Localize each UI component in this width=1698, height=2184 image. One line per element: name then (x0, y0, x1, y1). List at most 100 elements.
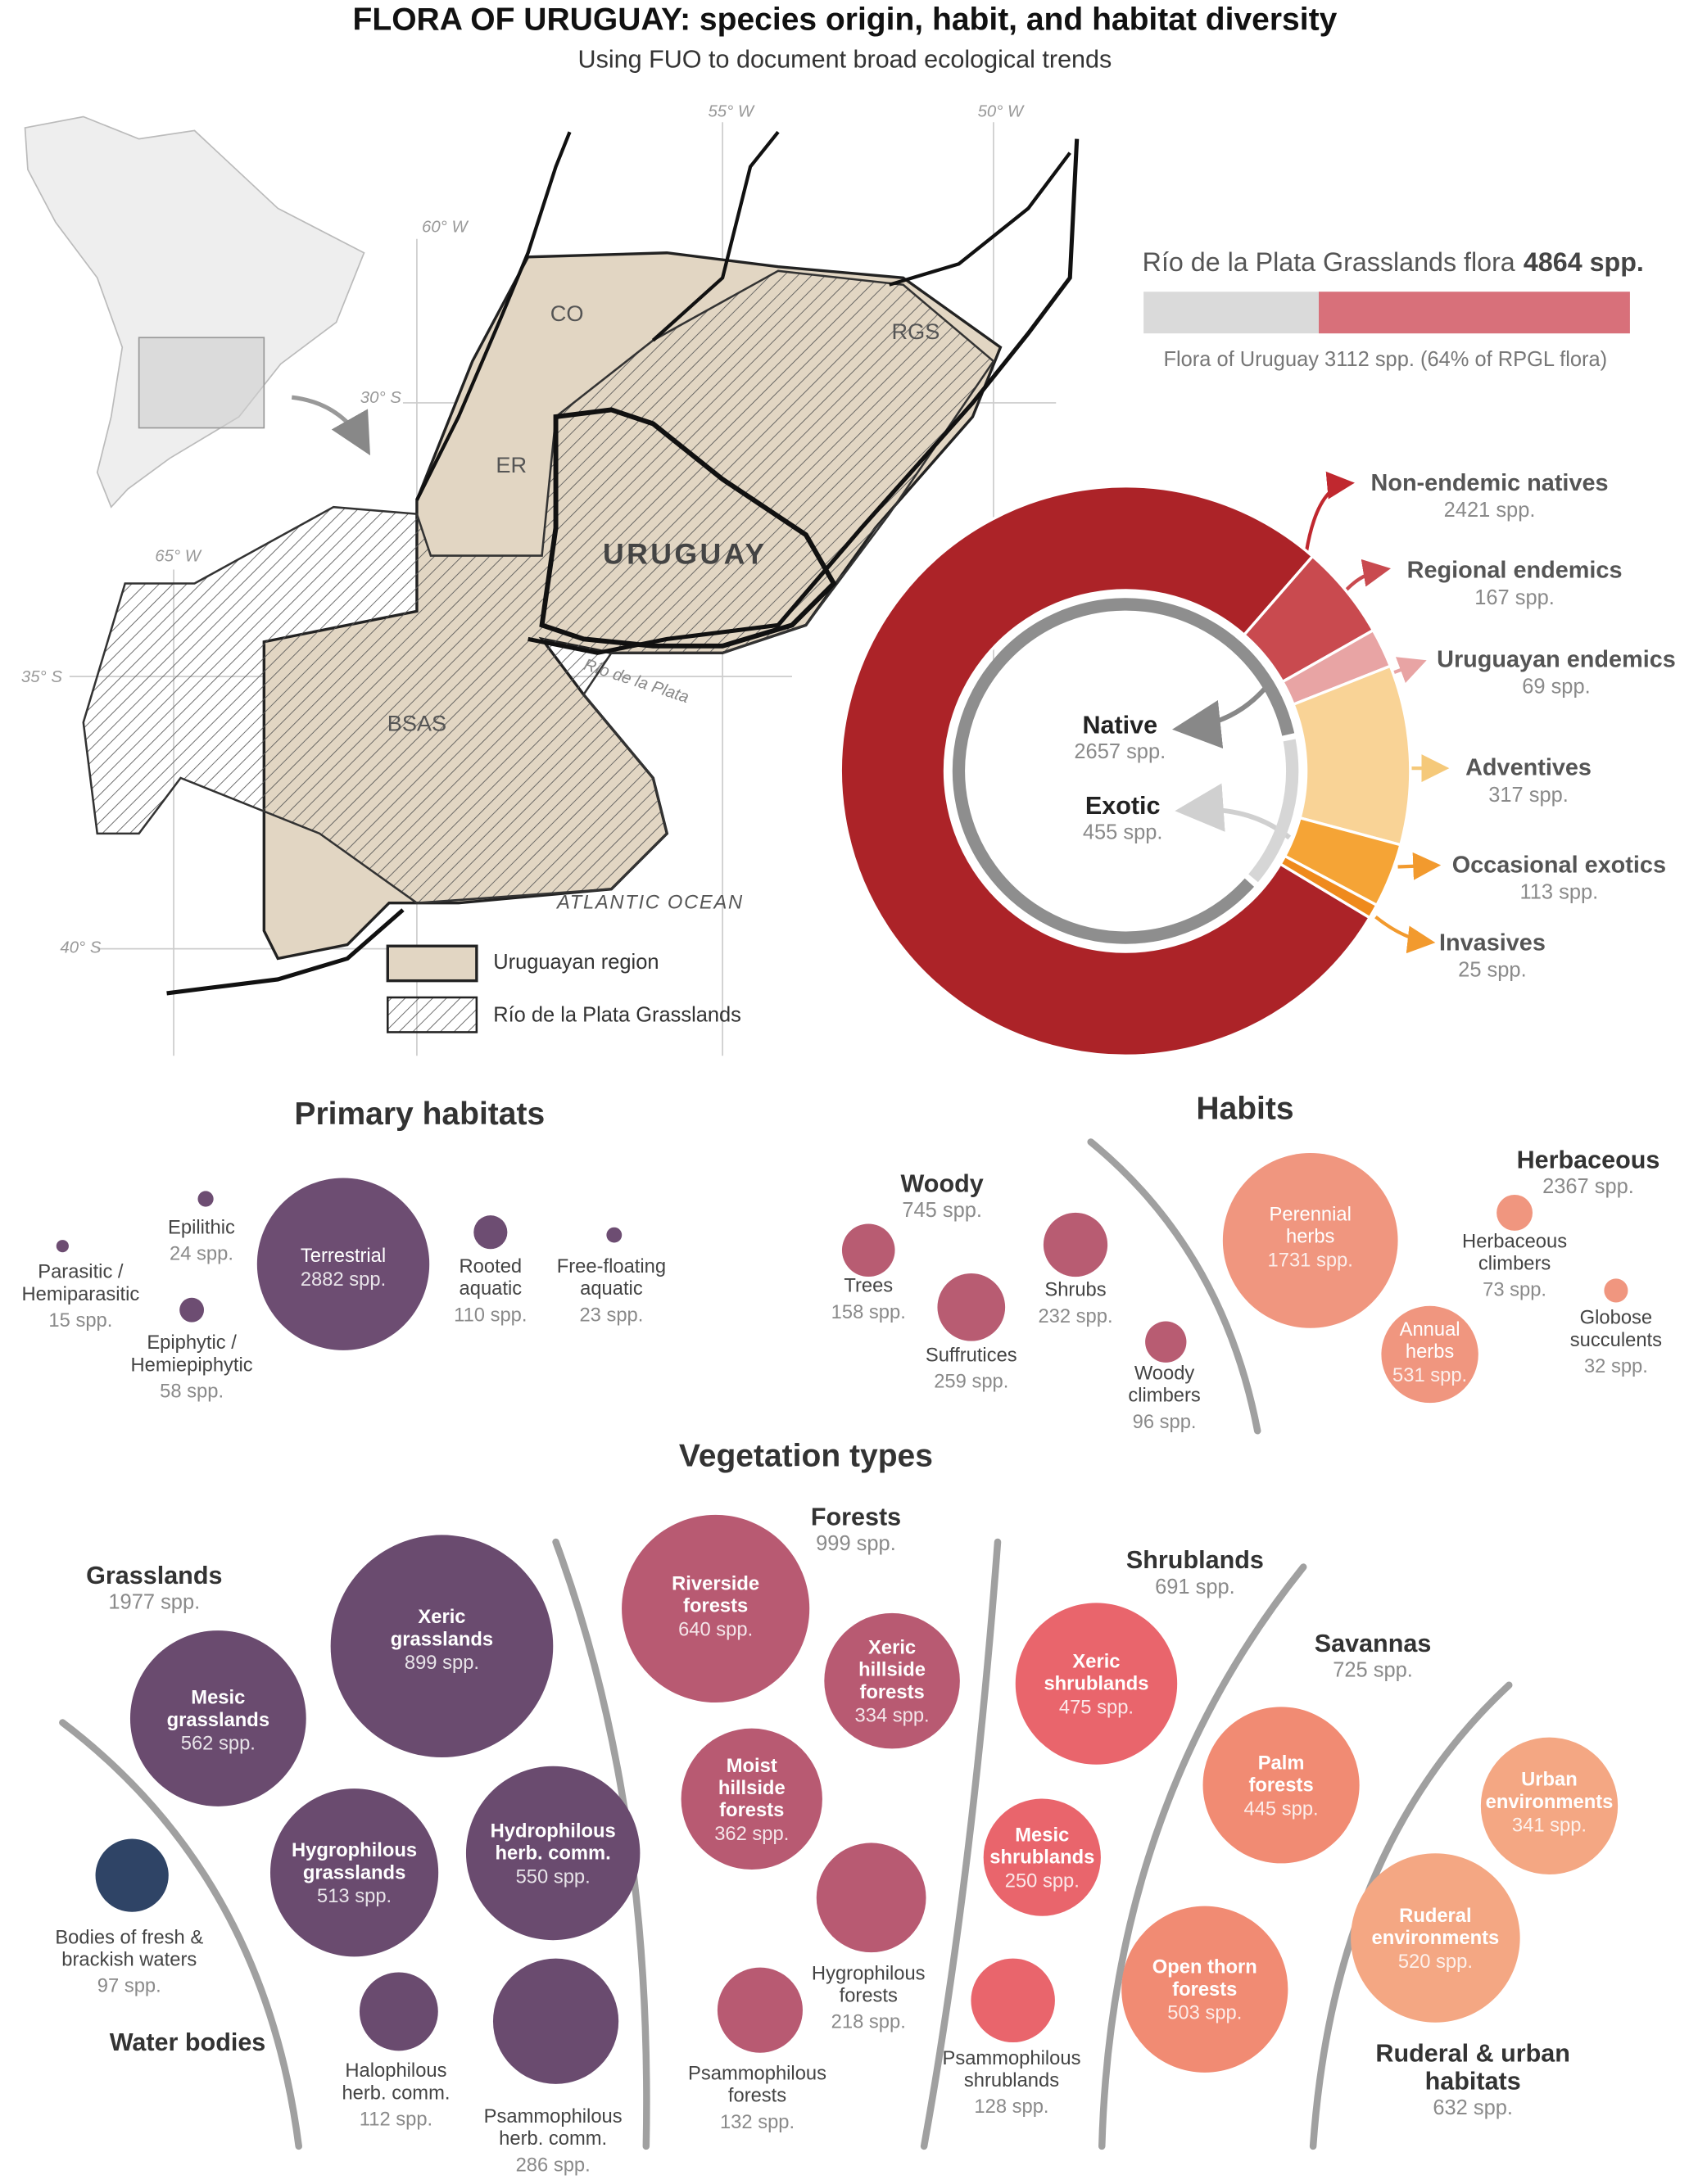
bubble-count: 15 spp. (48, 1309, 113, 1332)
segment-count: 167 spp. (1474, 586, 1555, 610)
bubble (179, 1297, 205, 1323)
bubble-count: 475 spp. (1058, 1695, 1134, 1718)
bubble (983, 1798, 1101, 1916)
group-name: Ruderal & urban habitats (1375, 2039, 1570, 2096)
bubble-label: Moist hillside forests 362 spp. (703, 1754, 800, 1844)
donut-label: Non-endemic natives 2421 spp. (1370, 469, 1608, 525)
arrow (1397, 852, 1442, 880)
donut-label: Native 2657 spp. (1074, 712, 1166, 767)
donut-segment (1278, 854, 1379, 920)
bubble-name: Globose succulents (1569, 1305, 1663, 1350)
bubble-label: Hygrophilous forests 218 spp. (792, 1961, 945, 2033)
bubble (269, 1788, 439, 1957)
segment-name: Regional endemics (1406, 557, 1623, 584)
title: FLORA OF URUGUAY: species origin, habit,… (352, 0, 1338, 37)
bubble-count: 250 spp. (1004, 1869, 1080, 1892)
rpgl-title: Río de la Plata Grasslands flora (1142, 248, 1515, 278)
group-header: Savannas 725 spp. (1275, 1630, 1469, 1685)
divider (1098, 1563, 1307, 2150)
bubble-count: 503 spp. (1167, 2001, 1243, 2023)
segment-name: Exotic (1084, 791, 1161, 820)
group-header: Grasslands 1977 spp. (57, 1562, 251, 1617)
bubble-name: Epiphytic / Hemiepiphytic (130, 1331, 253, 1376)
bubble-label: Urban environments 341 spp. (1476, 1768, 1622, 1836)
segment-count: 455 spp. (1082, 821, 1163, 845)
group-name: Woody (900, 1169, 984, 1198)
legend-label: Río de la Plata Grasslands (493, 1003, 741, 1028)
legend-swatch (387, 996, 478, 1033)
rivers (415, 130, 1071, 501)
bar (1319, 292, 1630, 334)
bubble (465, 1766, 641, 1941)
bubble (1351, 1853, 1520, 2023)
bubble-count: 110 spp. (454, 1303, 528, 1326)
bubble (197, 1191, 214, 1207)
bubble-count: 2882 spp. (300, 1267, 387, 1291)
bubble-name: Shrubs (1044, 1277, 1107, 1300)
bubble-name: Palm forests (1248, 1751, 1314, 1796)
bubble (95, 1838, 169, 1912)
bubble-count: 97 spp. (97, 1974, 161, 1996)
rpgl-header: Río de la Plata Grasslands flora 4864 spp… (1143, 249, 1644, 279)
bubble-label: Mesic grasslands 562 spp. (149, 1686, 288, 1754)
region-label: CO (550, 302, 584, 327)
rpgl-region (82, 269, 995, 904)
bubble-label: Xeric grasslands 899 spp. (373, 1605, 512, 1673)
bubble (1480, 1737, 1619, 1874)
bubble (1604, 1278, 1628, 1303)
bubble-name: Parasitic / Hemiparasitic (21, 1259, 140, 1305)
region-label: BSAS (387, 712, 447, 737)
bubble-count: 1731 spp. (1267, 1248, 1353, 1271)
bubble-count: 259 spp. (934, 1369, 1009, 1392)
bubble-name: Bodies of fresh & brackish waters (55, 1925, 204, 1970)
region-label: RGS (891, 320, 940, 345)
bubble-label: Terrestrial 2882 spp. (260, 1244, 427, 1290)
bubble (1145, 1321, 1187, 1363)
bubble-label: Open thorn forests 503 spp. (1135, 1956, 1275, 2023)
bubble-count: 218 spp. (831, 2010, 906, 2033)
bubble-label: Trees 158 spp. (813, 1274, 924, 1323)
bubble-count: 562 spp. (180, 1731, 256, 1754)
group-count: 632 spp. (1433, 2096, 1513, 2120)
group-name: Shrublands (1125, 1546, 1264, 1575)
bubble-name: Epilithic (168, 1215, 235, 1238)
bubble-label: Epiphytic / Hemiepiphytic 58 spp. (108, 1331, 275, 1402)
segment-name: Native (1082, 711, 1158, 739)
bubble-name: Hygrophilous forests (811, 1961, 926, 2006)
bubble-label: Parasitic / Hemiparasitic 15 spp. (4, 1260, 157, 1332)
rpgl-uruguay: Flora of Uruguay 3112 spp. (64% of RPGL … (1163, 347, 1608, 372)
group-header: Ruderal & urban habitats 632 spp. (1369, 2039, 1577, 2123)
bubble-name: Woody climbers (1128, 1361, 1201, 1406)
section-title: Vegetation types (678, 1436, 933, 1474)
bubble-name: Xeric grasslands (390, 1605, 494, 1650)
bubble-label: Rooted aquatic 110 spp. (435, 1255, 546, 1326)
segment-count: 2657 spp. (1074, 740, 1166, 765)
bubble-name: Mesic grasslands (166, 1685, 270, 1730)
bubble-count: 128 spp. (974, 2095, 1049, 2118)
bubble-label: Herbaceous climbers 73 spp. (1445, 1229, 1584, 1300)
bubble (1381, 1305, 1478, 1404)
bubble-label: Hydrophilous herb. comm. 550 spp. (477, 1819, 630, 1887)
bubble-label: Shrubs 232 spp. (1020, 1278, 1131, 1327)
group-header: Water bodies (76, 2028, 298, 2056)
bubble-label: Perennial herbs 1731 spp. (1247, 1202, 1373, 1270)
divider (920, 1538, 1002, 2150)
group-count: 691 spp. (1155, 1575, 1235, 1599)
group-count: 999 spp. (816, 1532, 896, 1556)
group-count: 2367 spp. (1542, 1175, 1634, 1199)
bubble-name: Psammophilous forests (688, 2061, 827, 2106)
bubble-label: Bodies of fresh & brackish waters 97 spp. (38, 1925, 220, 1996)
bubble-count: 531 spp. (1392, 1363, 1468, 1386)
bubble-label: Xeric shrublands 475 spp. (1027, 1649, 1166, 1717)
group-name: Grasslands (86, 1561, 223, 1589)
bubble-count: 73 spp. (1483, 1277, 1547, 1300)
grid-label: 60° W (422, 216, 468, 237)
divider (1087, 1138, 1261, 1435)
bubble-label: Ruderal environments 520 spp. (1362, 1904, 1508, 1972)
ring-segment (952, 598, 1295, 944)
bubble-count: 362 spp. (714, 1821, 790, 1844)
bubble (56, 1240, 69, 1253)
bubble-name: Moist hillside forests (718, 1753, 786, 1821)
bubble (129, 1630, 306, 1806)
